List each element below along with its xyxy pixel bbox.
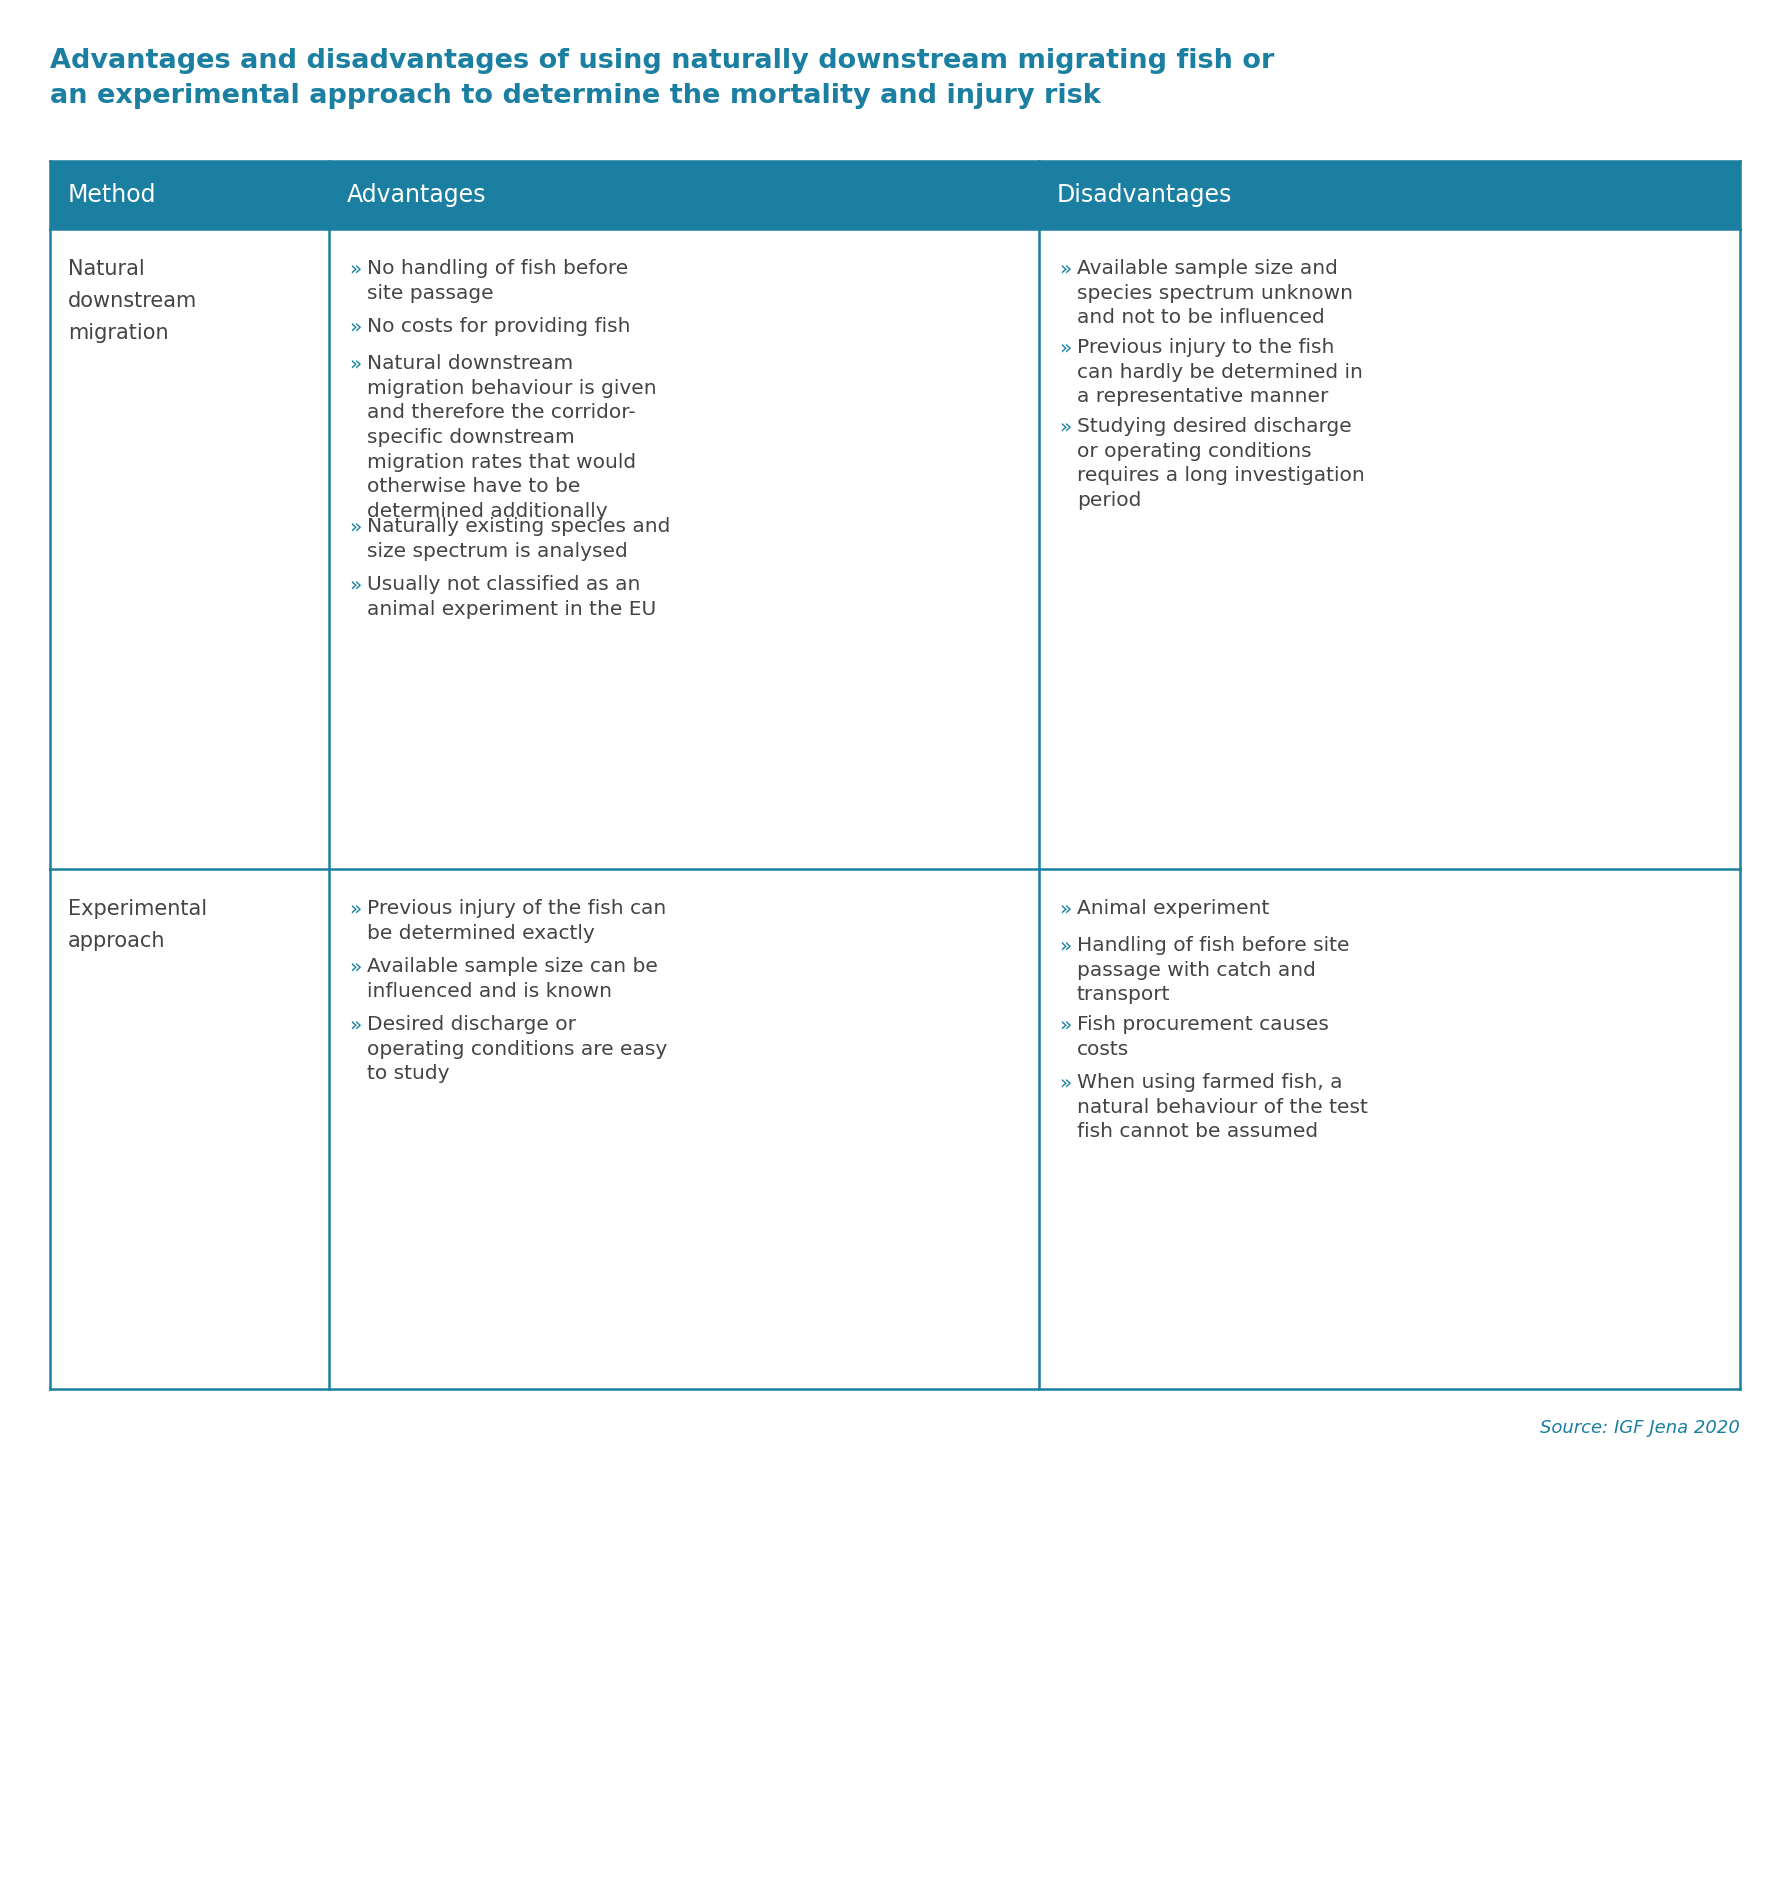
Bar: [50, 869, 1739, 1388]
Text: »: »: [349, 1014, 361, 1033]
Text: Handling of fish before site
passage with catch and
transport: Handling of fish before site passage wit…: [1075, 937, 1349, 1005]
Text: »: »: [349, 317, 361, 336]
Text: When using farmed fish, a
natural behaviour of the test
fish cannot be assumed: When using farmed fish, a natural behavi…: [1075, 1073, 1367, 1141]
Text: »: »: [1057, 417, 1070, 436]
Text: Fish procurement causes
costs: Fish procurement causes costs: [1075, 1014, 1327, 1058]
Text: No costs for providing fish: No costs for providing fish: [367, 317, 630, 336]
Text: »: »: [349, 259, 361, 278]
Text: »: »: [1057, 1073, 1070, 1092]
Text: Method: Method: [68, 183, 156, 208]
Text: Animal experiment: Animal experiment: [1075, 899, 1268, 918]
Text: Naturally existing species and
size spectrum is analysed: Naturally existing species and size spec…: [367, 518, 669, 561]
Text: Source: IGF Jena 2020: Source: IGF Jena 2020: [1539, 1419, 1739, 1438]
Bar: [50, 161, 1739, 229]
Text: Previous injury of the fish can
be determined exactly: Previous injury of the fish can be deter…: [367, 899, 666, 943]
Text: Desired discharge or
operating conditions are easy
to study: Desired discharge or operating condition…: [367, 1014, 667, 1084]
Bar: [50, 229, 1739, 869]
Text: Previous injury to the fish
can hardly be determined in
a representative manner: Previous injury to the fish can hardly b…: [1075, 338, 1361, 406]
Text: »: »: [349, 574, 361, 593]
Text: Advantages and disadvantages of using naturally downstream migrating fish or
an : Advantages and disadvantages of using na…: [50, 47, 1274, 110]
Text: »: »: [1057, 899, 1070, 918]
Text: »: »: [1057, 937, 1070, 956]
Text: Available sample size and
species spectrum unknown
and not to be influenced: Available sample size and species spectr…: [1075, 259, 1352, 327]
Text: »: »: [1057, 259, 1070, 278]
Text: Studying desired discharge
or operating conditions
requires a long investigation: Studying desired discharge or operating …: [1075, 417, 1363, 510]
Text: »: »: [1057, 338, 1070, 357]
Text: »: »: [349, 353, 361, 372]
Text: »: »: [349, 899, 361, 918]
Text: No handling of fish before
site passage: No handling of fish before site passage: [367, 259, 628, 302]
Text: Natural downstream
migration behaviour is given
and therefore the corridor-
spec: Natural downstream migration behaviour i…: [367, 353, 657, 521]
Text: »: »: [349, 958, 361, 977]
Text: Advantages: Advantages: [347, 183, 487, 208]
Text: »: »: [1057, 1014, 1070, 1033]
Text: Natural
downstream
migration: Natural downstream migration: [68, 259, 197, 344]
Text: Disadvantages: Disadvantages: [1056, 183, 1231, 208]
Text: »: »: [349, 518, 361, 536]
Text: Usually not classified as an
animal experiment in the EU: Usually not classified as an animal expe…: [367, 574, 657, 620]
Text: Available sample size can be
influenced and is known: Available sample size can be influenced …: [367, 958, 657, 1001]
Text: Experimental
approach: Experimental approach: [68, 899, 208, 950]
